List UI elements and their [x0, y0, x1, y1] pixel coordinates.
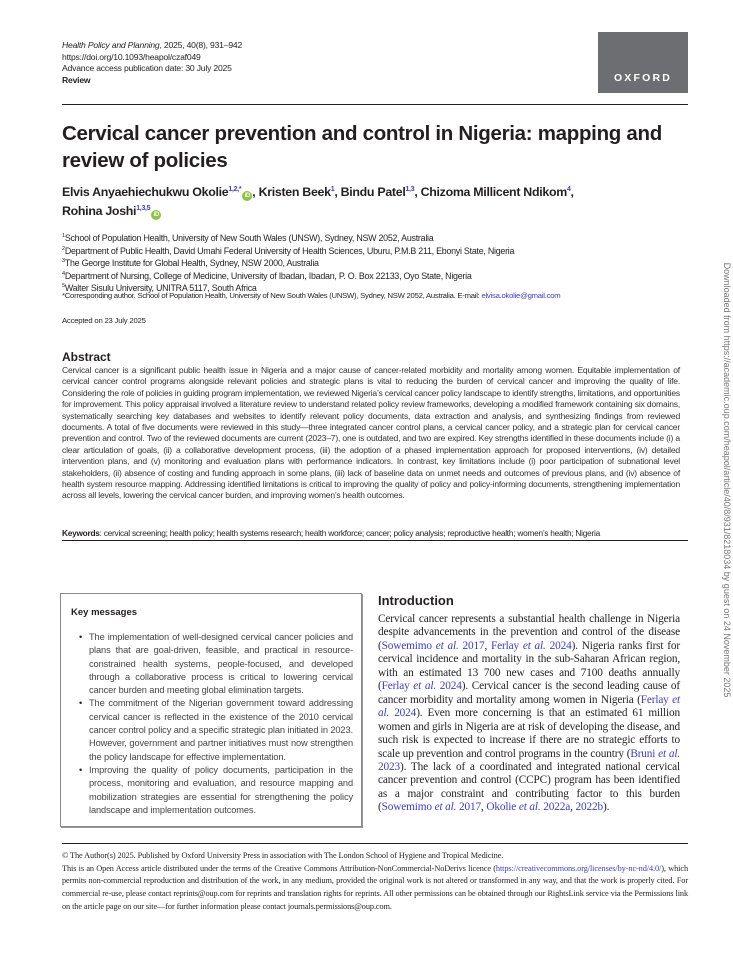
author[interactable]: Rohina Joshi	[62, 204, 137, 218]
affiliation-text: Department of Nursing, College of Medici…	[64, 270, 472, 281]
corresponding-text: *Corresponding author. School of Populat…	[62, 291, 482, 300]
license-footer: © The Author(s) 2025. Published by Oxfor…	[62, 850, 688, 914]
author[interactable]: Bindu Patel	[340, 185, 406, 199]
email-link[interactable]: elvisa.okolie@gmail.com	[481, 291, 561, 300]
affiliation: 3The George Institute for Global Health,…	[62, 257, 692, 270]
affiliation-marker[interactable]: 1,3,5	[136, 205, 151, 212]
advance-access-date: Advance access publication date: 30 July…	[62, 63, 232, 73]
affiliation-marker[interactable]: 4	[566, 186, 571, 193]
license-post: ), which permits non-commercial reproduc…	[62, 863, 689, 911]
article-type: Review	[62, 74, 91, 85]
key-message: The commitment of the Nigerian governmen…	[79, 697, 353, 763]
affiliation: 1School of Population Health, University…	[62, 232, 692, 245]
affiliation-number: 1	[62, 233, 65, 239]
keywords: Keywords: cervical screening; health pol…	[62, 528, 692, 538]
intro-text-run: ).	[602, 801, 610, 814]
intro-text-run: ). The lack of a coordinated and integra…	[378, 760, 680, 814]
key-messages-box: Key messages The implementation of well-…	[60, 593, 362, 827]
orcid-icon[interactable]: iD	[151, 210, 162, 220]
abstract-heading: Abstract	[62, 350, 111, 364]
citation-link[interactable]: Ferlay et al. 2024	[491, 639, 572, 652]
intro-text-run: ). Nigeria ranks first for cervical inci…	[378, 639, 680, 693]
introduction-text: Cervical cancer represents a substantial…	[378, 613, 680, 815]
affiliation-marker[interactable]: 1,2,*	[228, 186, 242, 193]
author[interactable]: Kristen Beek	[258, 185, 331, 199]
intro-text-run: ,	[484, 639, 492, 652]
header-divider	[62, 104, 688, 106]
affiliation-number: 5	[62, 283, 65, 290]
author-list: Elvis Anyaehiechukwu Okolie1,2,*iD, Kris…	[62, 185, 574, 220]
copyright: © The Author(s) 2025. Published by Oxfor…	[62, 851, 504, 860]
license-link[interactable]: https://creativecommons.org/licenses/by-…	[495, 863, 662, 873]
oxford-logo: OXFORD	[598, 32, 688, 93]
citation-link[interactable]: Okolie et al. 2022a	[486, 801, 571, 814]
intro-text-run: ,	[480, 801, 487, 814]
key-message: Improving the quality of policy document…	[79, 764, 353, 817]
article-title: Cervical cancer prevention and control i…	[62, 122, 662, 172]
key-messages-heading: Key messages	[71, 607, 138, 618]
journal-header: Health Policy and Planning, 2025, 40(8),…	[62, 40, 242, 86]
intro-text-run: ). Even more concerning is that an estim…	[378, 707, 680, 760]
affiliation-text: School of Population Health, University …	[64, 233, 434, 243]
citation-link[interactable]: Sowemimo et al. 2017	[381, 801, 481, 814]
logo-text: OXFORD	[613, 72, 673, 84]
affiliation-number: 3	[62, 258, 65, 265]
intro-text-run: Cervical cancer represents a substantial…	[378, 613, 680, 652]
abstract-text: Cervical cancer is a significant public …	[62, 365, 680, 501]
footer-divider	[62, 843, 688, 845]
key-message: The implementation of well-designed cerv…	[79, 631, 353, 697]
license-pre: This is an Open Access article distribut…	[62, 863, 496, 873]
citation: , 2025, 40(8), 931–942	[159, 40, 243, 50]
intro-text-run: ,	[570, 801, 576, 814]
citation-link[interactable]: Bruni et al. 2023	[378, 747, 680, 773]
author[interactable]: Chizoma Millicent Ndikom	[420, 185, 568, 199]
orcid-icon[interactable]: iD	[242, 191, 253, 201]
affiliation: 4Department of Nursing, College of Medic…	[62, 270, 692, 283]
citation-link[interactable]: Sowemimo et al. 2017	[381, 639, 485, 652]
affiliation-text: Walter Sisulu University, UNITRA 5117, S…	[64, 283, 257, 294]
citation-link[interactable]: 2022b	[575, 801, 603, 814]
citation-link[interactable]: Ferlay et al. 2024	[381, 680, 462, 693]
keywords-text: : cervical screening; health policy; hea…	[99, 528, 601, 538]
affiliation: 2Department of Public Health, David Umah…	[62, 245, 692, 258]
keywords-label: Keywords	[62, 528, 100, 538]
affiliation-number: 4	[62, 270, 65, 277]
affiliation-text: Department of Public Health, David Umahi…	[64, 245, 515, 256]
affiliation: 5Walter Sisulu University, UNITRA 5117, …	[62, 282, 692, 295]
abstract-divider	[62, 540, 688, 542]
key-messages-list: The implementation of well-designed cerv…	[71, 631, 353, 817]
corresponding-author: *Corresponding author. School of Populat…	[62, 291, 561, 300]
affiliation-text: The George Institute for Global Health, …	[64, 258, 319, 269]
accepted-date: Accepted on 23 July 2025	[62, 316, 146, 325]
citation-link[interactable]: Ferlay et al. 2024	[378, 693, 680, 720]
intro-text-run: ). Cervical cancer is the second leading…	[378, 680, 680, 706]
affiliation-number: 2	[62, 245, 65, 252]
affiliations: 1School of Population Health, University…	[62, 232, 692, 295]
license-text: This is an Open Access article distribut…	[62, 863, 688, 914]
affiliation-marker[interactable]: 1	[330, 186, 335, 193]
download-watermark: Downloaded from https://academic.oup.com…	[722, 230, 732, 730]
introduction-heading: Introduction	[378, 593, 454, 608]
affiliation-marker[interactable]: 1,3	[405, 186, 415, 193]
doi-link[interactable]: https://doi.org/10.1093/heapol/czaf049	[62, 51, 201, 62]
author[interactable]: Elvis Anyaehiechukwu Okolie	[62, 185, 229, 199]
download-note: Downloaded from https://academic.oup.com…	[722, 262, 732, 698]
journal-name: Health Policy and Planning	[62, 40, 160, 50]
